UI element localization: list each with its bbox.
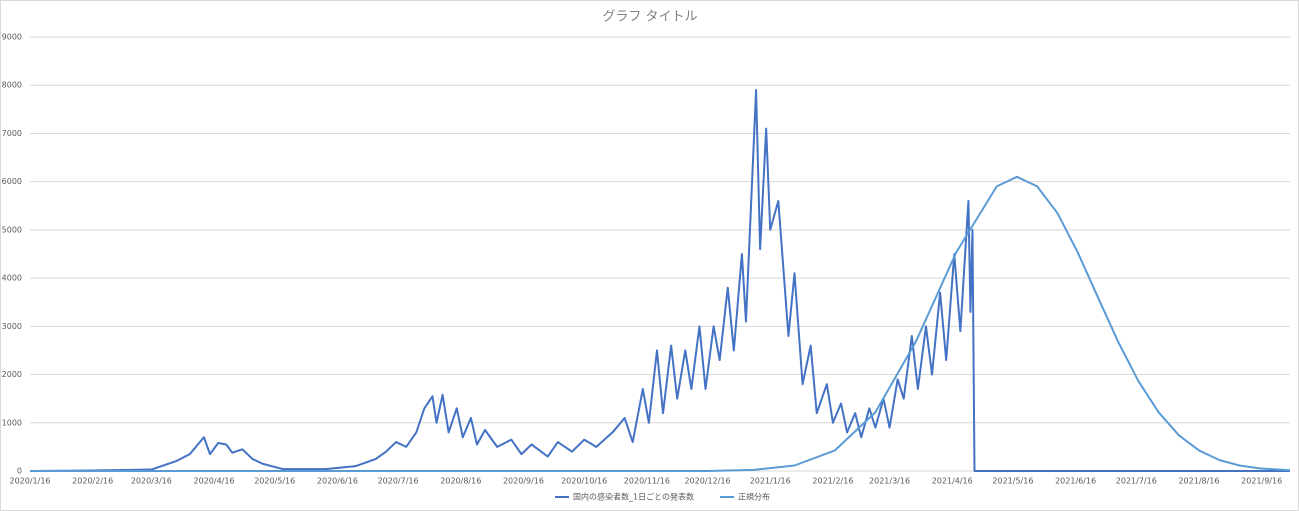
x-tick-label: 2020/7/16 xyxy=(378,477,419,486)
y-tick-label: 8000 xyxy=(2,81,22,90)
x-tick-label: 2020/2/16 xyxy=(72,477,113,486)
chart-title: グラフ タイトル xyxy=(602,10,697,25)
x-tick-label: 2020/12/16 xyxy=(684,477,730,486)
x-tick-label: 2021/6/16 xyxy=(1055,477,1096,486)
y-tick-label: 4000 xyxy=(2,274,22,283)
x-tick-label: 2020/11/16 xyxy=(624,477,670,486)
y-tick-label: 2000 xyxy=(2,370,22,379)
x-tick-label: 2021/5/16 xyxy=(992,477,1033,486)
x-tick-label: 2021/8/16 xyxy=(1178,477,1219,486)
legend-label: 国内の感染者数_1日ごとの発表数 xyxy=(573,492,694,502)
x-tick-label: 2021/9/16 xyxy=(1241,477,1282,486)
x-tick-label: 2020/10/16 xyxy=(561,477,607,486)
y-tick-label: 6000 xyxy=(2,177,22,186)
y-tick-label: 3000 xyxy=(2,322,22,331)
x-tick-label: 2021/2/16 xyxy=(812,477,853,486)
x-tick-label: 2020/8/16 xyxy=(440,477,481,486)
y-tick-label: 5000 xyxy=(2,225,22,234)
x-tick-label: 2021/4/16 xyxy=(932,477,973,486)
legend-label: 正規分布 xyxy=(738,492,770,502)
y-tick-label: 0 xyxy=(17,467,22,476)
x-tick-label: 2020/9/16 xyxy=(503,477,544,486)
x-tick-label: 2020/4/16 xyxy=(194,477,235,486)
y-tick-label: 9000 xyxy=(2,33,22,42)
x-tick-label: 2020/5/16 xyxy=(254,477,295,486)
series-line xyxy=(29,89,1290,472)
x-tick-label: 2021/3/16 xyxy=(869,477,910,486)
x-tick-label: 2020/1/16 xyxy=(9,477,50,486)
y-tick-label: 1000 xyxy=(2,418,22,427)
x-tick-label: 2021/1/16 xyxy=(750,477,791,486)
x-tick-label: 2021/7/16 xyxy=(1116,477,1157,486)
series-line xyxy=(30,175,1291,472)
y-tick-label: 7000 xyxy=(2,129,22,138)
x-tick-label: 2020/3/16 xyxy=(131,477,172,486)
x-tick-label: 2020/6/16 xyxy=(317,477,358,486)
